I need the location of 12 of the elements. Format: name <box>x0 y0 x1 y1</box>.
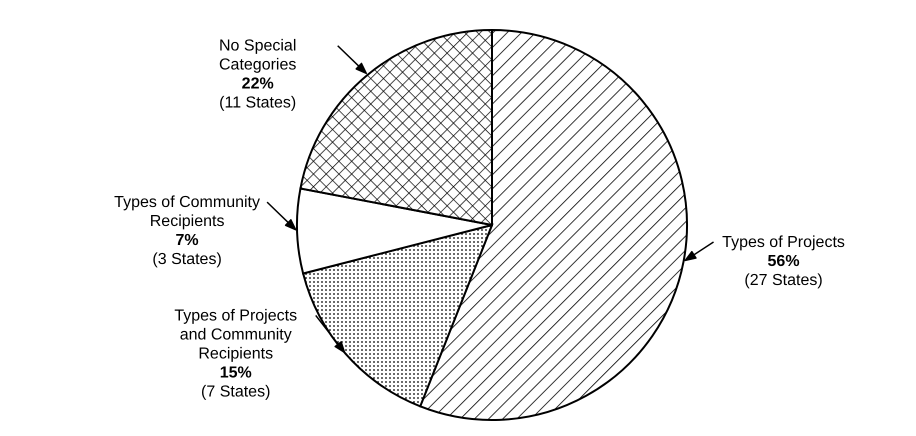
data-label: 56% <box>768 253 800 270</box>
text: (27 States) <box>744 272 823 290</box>
data-label: 15% <box>220 364 252 382</box>
data-label: 7% <box>176 232 199 250</box>
text: (7 States) <box>201 383 270 400</box>
slice-label: Types of Community Recipients <box>114 194 260 230</box>
slice-label: Types of Projects and Community Recipients <box>174 307 298 362</box>
text: (3 States) <box>152 251 222 268</box>
text: (11 States) <box>219 94 296 112</box>
data-label: 22% <box>242 76 274 93</box>
slice-label: No Special Categories <box>219 38 296 74</box>
slice-label: Types of Projects <box>722 234 845 252</box>
